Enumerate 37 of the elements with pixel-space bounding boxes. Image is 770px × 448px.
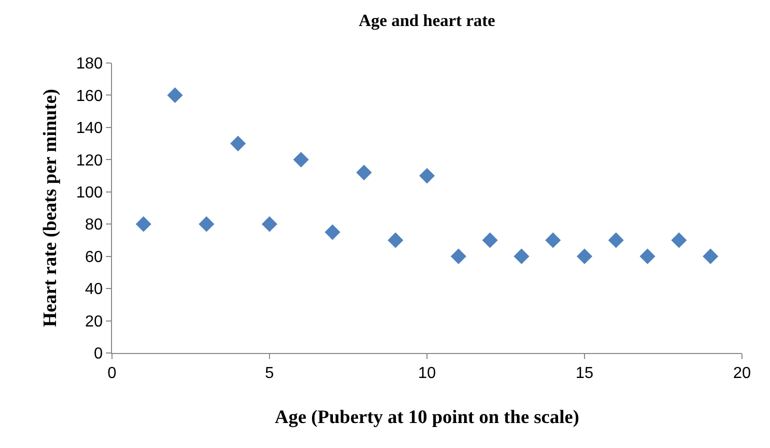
point [230,136,246,152]
point [324,224,340,240]
point [450,248,466,264]
y-tick-label: 140 [76,120,103,138]
point [356,164,372,180]
point [640,248,656,264]
x-tick-label: 20 [733,365,751,382]
y-tick-label: 100 [76,184,103,202]
point [293,152,309,168]
y-tick-label: 80 [85,216,103,234]
y-axis-title: Heart rate (beats per minute) [40,88,61,328]
point [167,87,183,104]
y-tick-label: 160 [76,88,103,105]
x-tick-label: 5 [265,365,274,382]
x-tick-label: 10 [418,365,436,382]
point [136,216,152,232]
point [482,232,498,248]
y-tick-label: 40 [85,281,103,298]
y-tick-label: 180 [76,56,103,73]
point [388,232,404,248]
chart-title: Age and heart rate [358,11,496,30]
point [608,232,624,248]
y-tick-label: 20 [85,313,103,330]
point [419,168,435,184]
point [702,248,718,264]
x-axis-title: Age (Puberty at 10 point on the scale) [274,407,580,428]
y-tick-label: 60 [85,248,103,266]
y-tick-label: 0 [94,346,103,363]
point [514,248,530,264]
point [671,232,687,248]
x-tick-label: 15 [576,365,594,382]
point [262,216,278,232]
point [198,216,214,232]
point [576,248,592,264]
x-tick-label: 0 [108,365,117,382]
y-tick-label: 120 [76,152,103,170]
point [545,232,561,248]
